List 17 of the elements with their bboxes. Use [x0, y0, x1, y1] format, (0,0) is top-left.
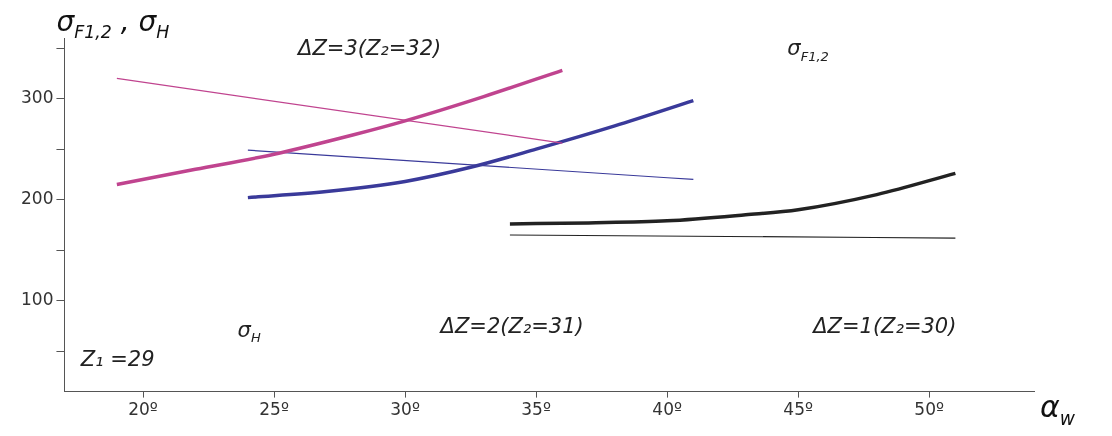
annotation: ΔZ=2(Z₂=31) [438, 313, 584, 338]
x-tick-label: 50º [914, 399, 945, 420]
x-tick-label: 30º [390, 399, 420, 420]
annotation: ΔZ=3(Z₂=32) [296, 36, 442, 61]
y-tick-label: 100 [20, 289, 54, 310]
x-tick-label: 35º [521, 399, 551, 420]
line-series [115, 68, 565, 187]
x-tick-label: 25º [259, 399, 289, 420]
x-tick-label: 40º [652, 399, 682, 420]
x-tick-label: 45º [783, 399, 813, 420]
line-series [508, 171, 958, 226]
line-series [246, 98, 696, 200]
x-tick-label: 20º [128, 399, 158, 420]
y-tick-label: 300 [20, 87, 54, 108]
annotation: Z₁ =29 [79, 347, 155, 372]
y-tick-label: 200 [20, 188, 54, 209]
annotation: ΔZ=1(Z₂=30) [811, 313, 957, 338]
